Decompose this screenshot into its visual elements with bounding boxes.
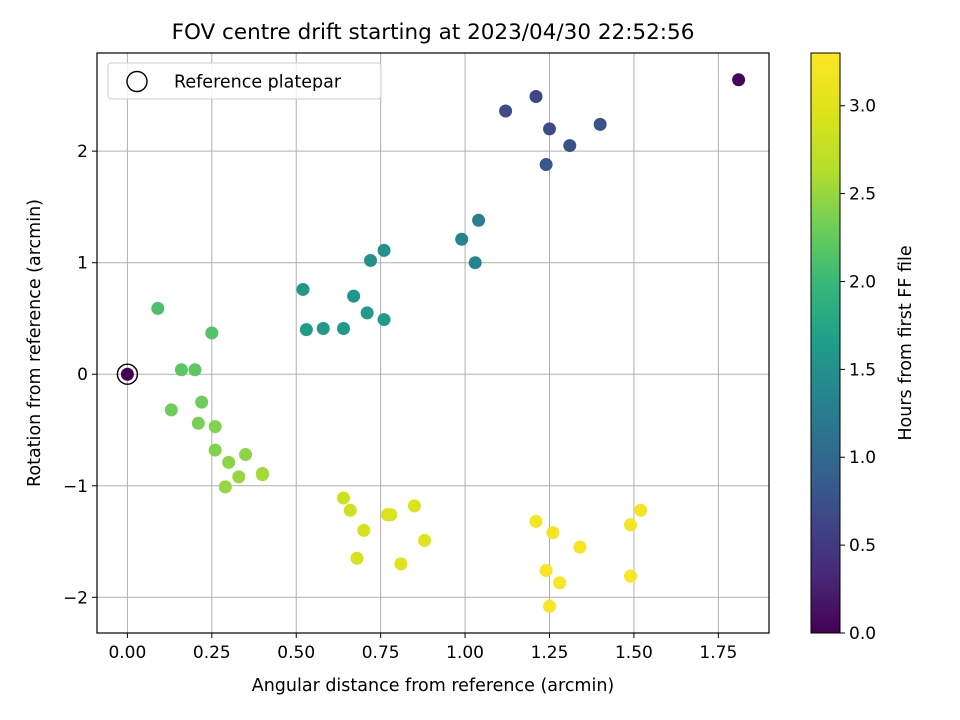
- scatter-point: [350, 551, 364, 565]
- legend-label: Reference platepar: [174, 73, 342, 93]
- colorbar-gradient: [810, 52, 841, 634]
- colorbar-tick-label: 1.0: [849, 448, 876, 468]
- scatter-point: [222, 455, 236, 469]
- x-tick-label: 1.00: [446, 643, 484, 663]
- scatter-point: [472, 213, 486, 227]
- colorbar-tick-label: 0.0: [849, 624, 876, 644]
- scatter-point: [316, 322, 330, 335]
- scatter-point: [188, 363, 202, 377]
- scatter-point: [164, 403, 178, 417]
- colorbar-tick-label: 2.0: [849, 272, 876, 292]
- colorbar-ticks: 0.0 0.5 1.0 1.5 2.0 2.5 3.0: [840, 97, 876, 644]
- scatter-points: [120, 73, 746, 613]
- scatter-point: [364, 253, 378, 267]
- scatter-point: [208, 443, 222, 457]
- plot-frame: [96, 52, 770, 634]
- y-tick-label: −1: [63, 477, 88, 497]
- scatter-point: [529, 514, 543, 528]
- scatter-point: [394, 557, 408, 571]
- x-axis-label: Angular distance from reference (arcmin): [252, 676, 615, 696]
- colorbar-tick-label: 1.5: [849, 360, 876, 380]
- scatter-point: [377, 243, 391, 257]
- scatter-point: [407, 499, 421, 513]
- scatter-point: [384, 508, 398, 522]
- scatter-point: [455, 232, 469, 246]
- scatter-point: [337, 322, 351, 335]
- y-tick-label: 1: [77, 254, 88, 274]
- x-tick-label: 1.25: [531, 643, 569, 663]
- grid: [97, 53, 769, 633]
- scatter-point: [208, 420, 222, 434]
- scatter-point: [343, 503, 357, 517]
- chart-title: FOV centre drift starting at 2023/04/30 …: [172, 20, 695, 45]
- scatter-point: [377, 313, 391, 327]
- x-tick-label: 1.50: [615, 643, 653, 663]
- scatter-point: [539, 158, 553, 172]
- scatter-point: [543, 122, 557, 136]
- colorbar-label: Hours from first FF file: [896, 245, 916, 440]
- x-tick-label: 0.00: [108, 643, 146, 663]
- scatter-point: [239, 448, 253, 462]
- scatter-point: [299, 323, 313, 337]
- legend: Reference platepar: [107, 62, 382, 100]
- scatter-point: [151, 301, 165, 315]
- scatter-point: [205, 326, 219, 340]
- scatter-point: [546, 526, 560, 540]
- y-tick-label: 0: [77, 365, 88, 385]
- scatter-point: [337, 491, 351, 505]
- scatter-point: [573, 540, 587, 554]
- scatter-point: [732, 73, 746, 87]
- scatter-point: [360, 306, 374, 320]
- scatter-point: [191, 416, 205, 430]
- x-tick-label: 0.25: [193, 643, 231, 663]
- scatter-point: [593, 117, 607, 131]
- colorbar-tick-label: 3.0: [849, 97, 876, 117]
- reference-marker: [116, 363, 139, 385]
- x-tick-label: 0.75: [362, 643, 400, 663]
- x-tick-label: 0.50: [277, 643, 315, 663]
- scatter-point: [499, 104, 513, 118]
- axis-ticks: 0.00 0.25 0.50 0.75 1.00 1.25 1.50 1.75 −2 −1 0 1 2: [63, 142, 737, 663]
- scatter-point: [347, 289, 361, 303]
- scatter-point: [543, 599, 557, 613]
- scatter-point: [529, 90, 543, 103]
- scatter-point: [232, 470, 246, 484]
- legend-reference-marker: [126, 70, 148, 93]
- scatter-point: [624, 518, 638, 532]
- x-tick-label: 1.75: [699, 643, 737, 663]
- scatter-point: [468, 256, 482, 270]
- scatter-point: [539, 564, 553, 578]
- legend-box: [107, 62, 382, 100]
- scatter-point: [624, 569, 638, 583]
- plot-area: [97, 53, 769, 633]
- scatter-point: [218, 480, 232, 494]
- scatter-point: [357, 523, 371, 537]
- colorbar: 0.0 0.5 1.0 1.5 2.0 2.5 3.0 Hours from first F…: [810, 52, 916, 644]
- scatter-point: [563, 139, 577, 153]
- scatter-point: [634, 503, 648, 517]
- scatter-point: [418, 533, 432, 547]
- colorbar-tick-label: 2.5: [849, 185, 876, 205]
- scatter-point: [120, 367, 134, 381]
- y-tick-label: −2: [63, 588, 88, 608]
- scatter-point: [195, 395, 209, 409]
- reference-platepar-point: [116, 363, 139, 385]
- scatter-point: [255, 467, 269, 480]
- scatter-point: [553, 576, 567, 590]
- colorbar-tick-label: 0.5: [849, 536, 876, 556]
- y-tick-label: 2: [77, 142, 88, 162]
- scatter-point: [296, 282, 310, 296]
- y-axis-label: Rotation from reference (arcmin): [25, 199, 45, 487]
- scatter-point: [174, 363, 188, 377]
